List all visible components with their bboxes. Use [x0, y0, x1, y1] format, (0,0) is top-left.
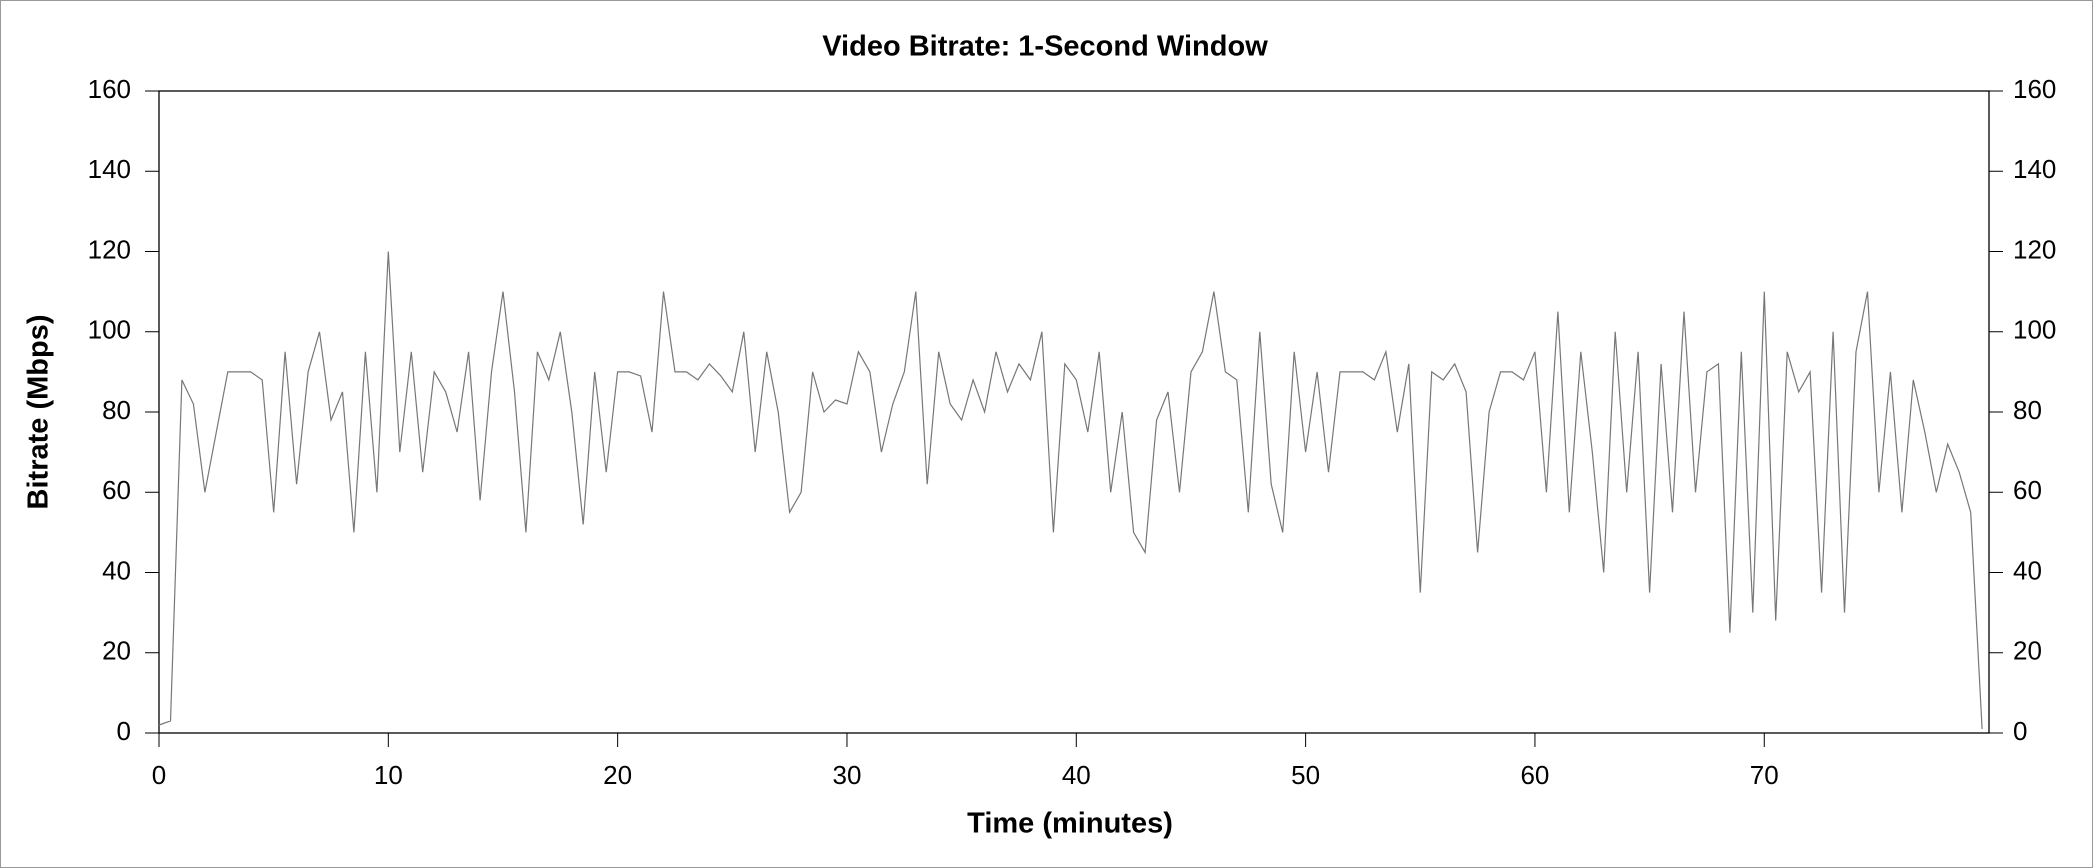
- y2-tick-label: 140: [2013, 154, 2056, 184]
- x-tick-label: 60: [1520, 760, 1549, 790]
- x-tick-label: 40: [1062, 760, 1091, 790]
- y2-tick-label: 20: [2013, 636, 2042, 666]
- y2-tick-label: 60: [2013, 475, 2042, 505]
- x-tick-label: 20: [603, 760, 632, 790]
- y-tick-label: 100: [88, 315, 131, 345]
- y-tick-label: 160: [88, 74, 131, 104]
- y-tick-label: 0: [117, 716, 131, 746]
- x-tick-label: 50: [1291, 760, 1320, 790]
- x-tick-label: 0: [152, 760, 166, 790]
- chart-title: Video Bitrate: 1-Second Window: [822, 31, 1268, 63]
- y-tick-label: 20: [102, 636, 131, 666]
- bitrate-line: [158, 251, 1983, 730]
- x-tick-label: 10: [374, 760, 403, 790]
- y2-tick-label: 80: [2013, 395, 2042, 425]
- y-tick-label: 60: [102, 475, 131, 505]
- x-axis-title: Time (minutes): [967, 808, 1173, 840]
- y-axis-title: Bitrate (Mbps): [23, 315, 55, 510]
- y-tick-label: 140: [88, 154, 131, 184]
- y2-tick-label: 40: [2013, 555, 2042, 585]
- y2-tick-label: 160: [2013, 74, 2056, 104]
- y2-tick-label: 0: [2013, 716, 2027, 746]
- y-tick-label: 120: [88, 234, 131, 264]
- y2-tick-label: 100: [2013, 315, 2056, 345]
- y2-tick-label: 120: [2013, 234, 2056, 264]
- x-tick-label: 70: [1750, 760, 1779, 790]
- y-tick-label: 80: [102, 395, 131, 425]
- x-tick-label: 30: [833, 760, 862, 790]
- y-tick-label: 40: [102, 555, 131, 585]
